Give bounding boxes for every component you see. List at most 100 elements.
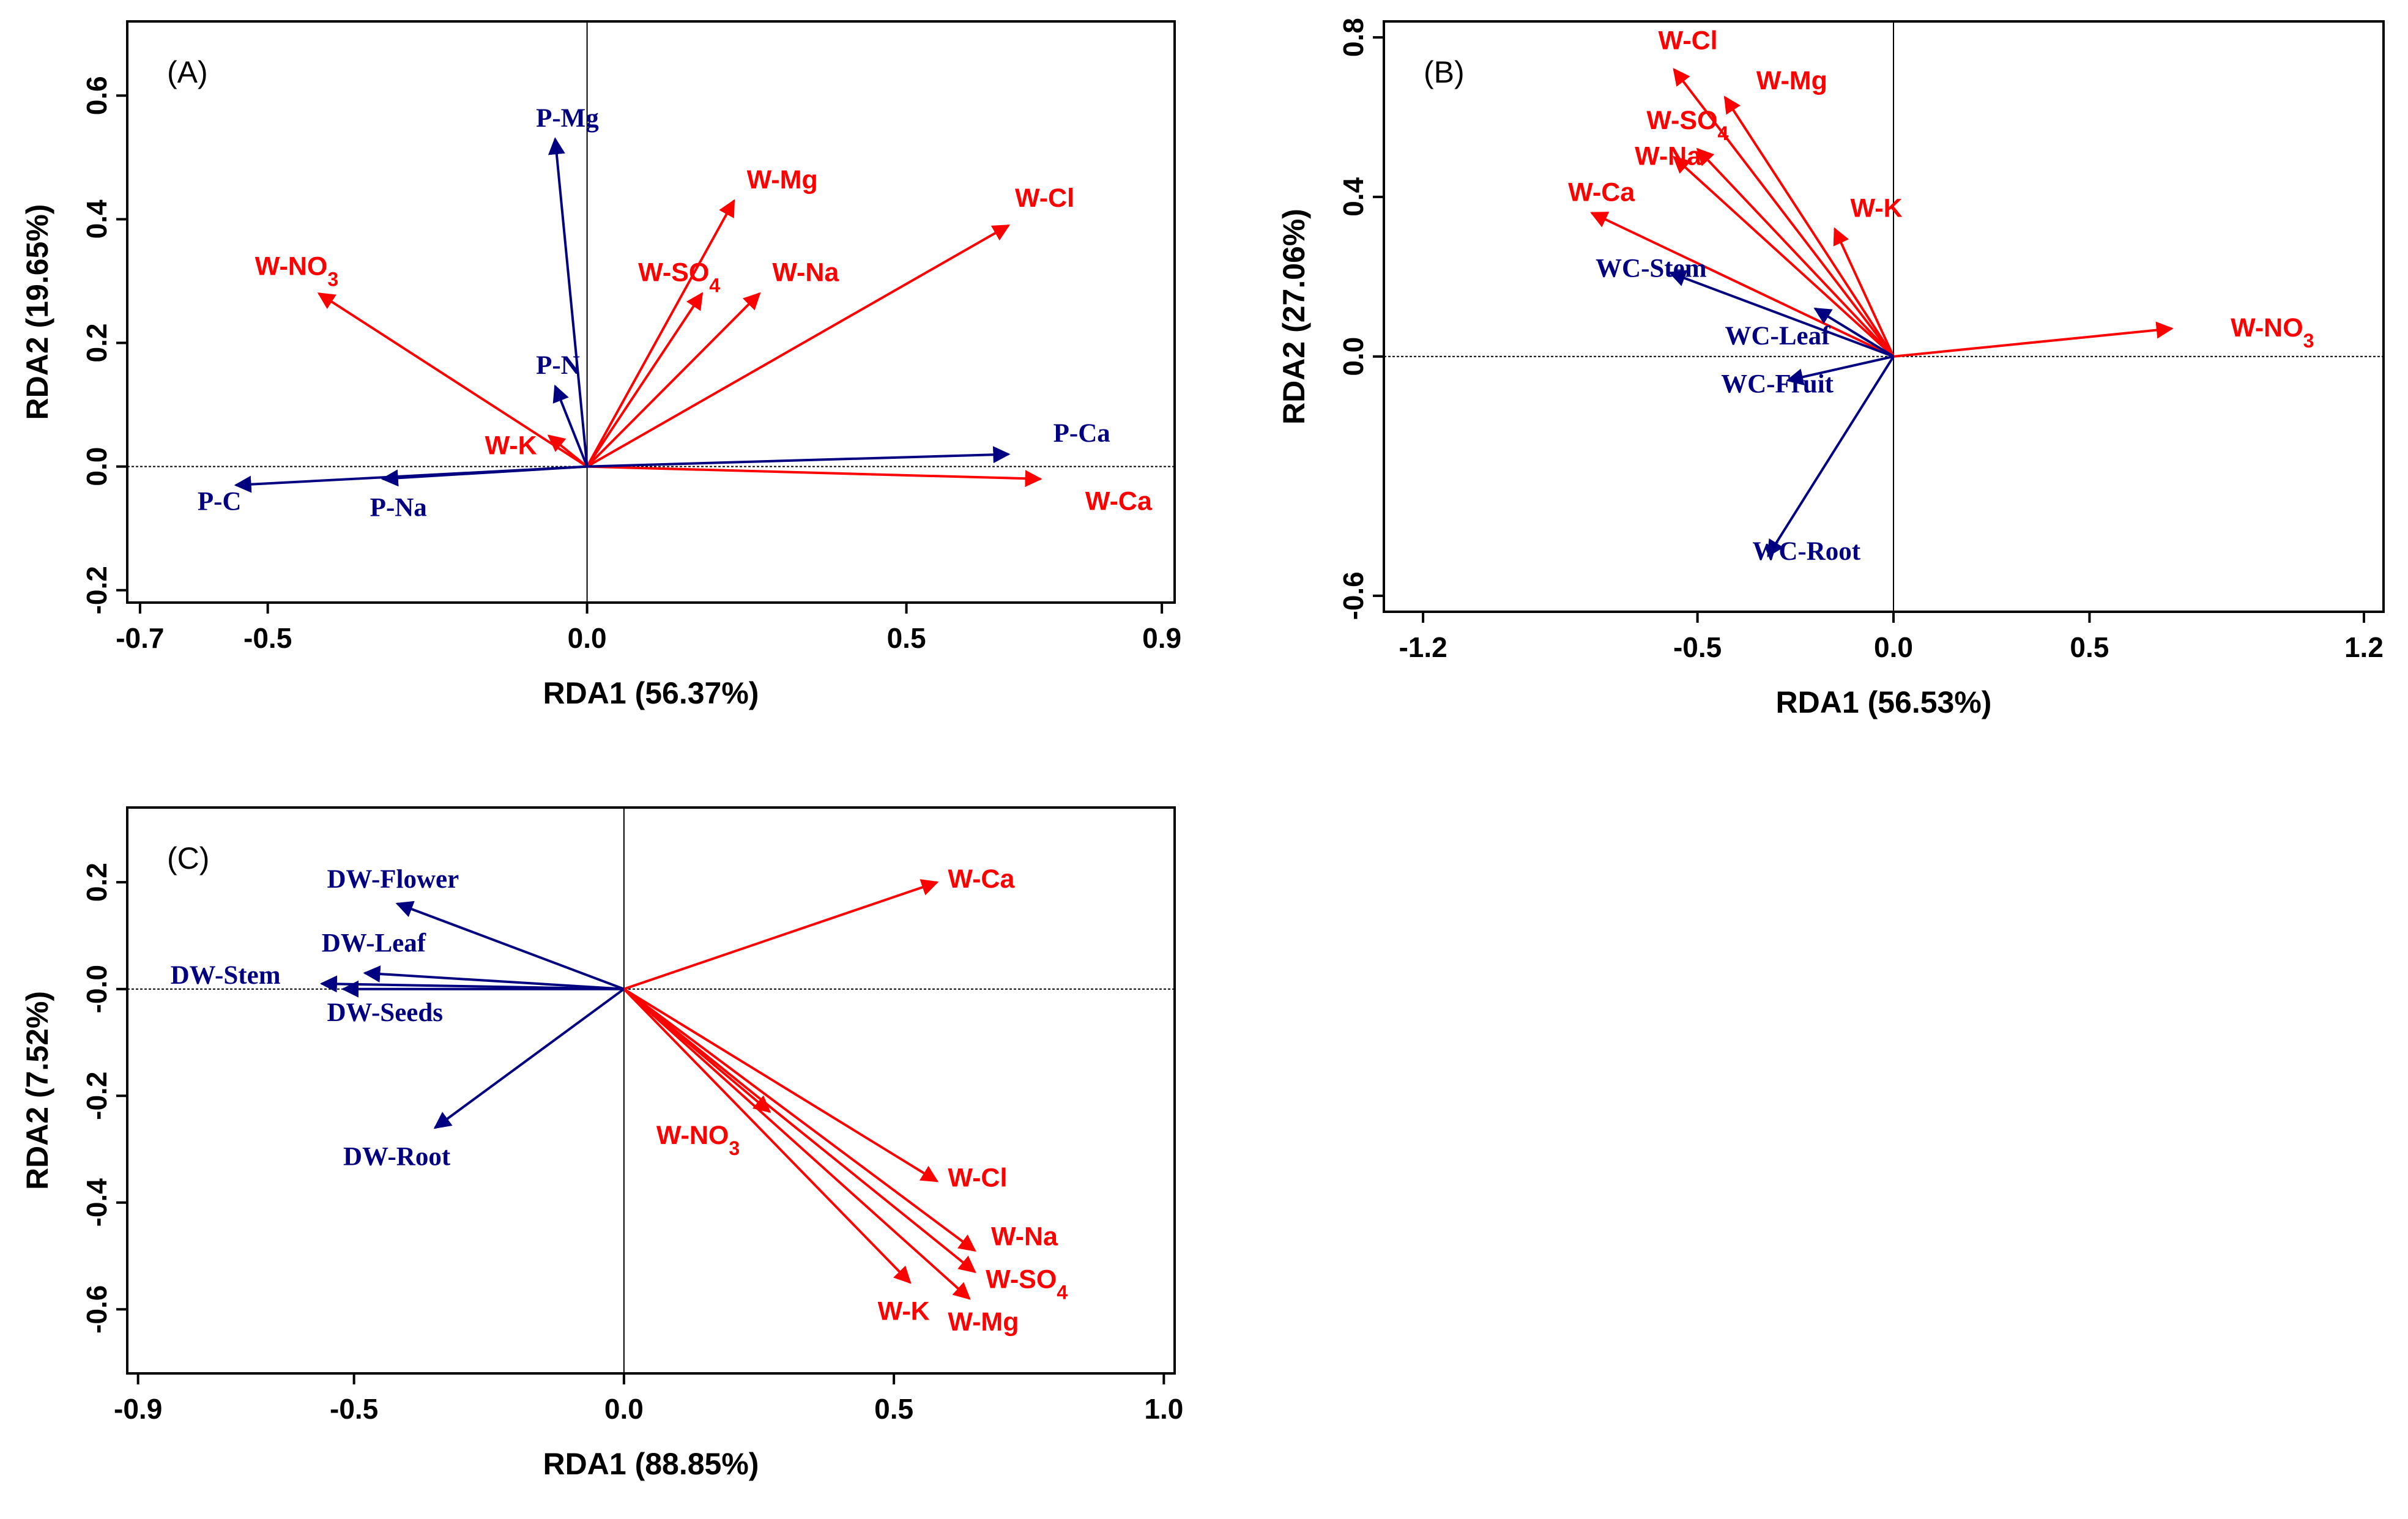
vector-label-p-c: P-C bbox=[198, 487, 242, 516]
vector-w-k bbox=[623, 988, 912, 1284]
x-tick-label: 0.5 bbox=[874, 1393, 913, 1425]
panel-a: -0.7 -0.5 0.0 0.5 0.9 -0.2 0.0 0.2 0.4 0.6 RDA1 (5… bbox=[20, 20, 1181, 710]
vector-label-p-n: P-N bbox=[536, 351, 580, 380]
x-tick-label: 0.0 bbox=[568, 622, 607, 654]
vector-label-w-mg: W-Mg bbox=[948, 1307, 1019, 1337]
vector-wc-leaf bbox=[1813, 307, 1895, 358]
y-tick-label: 0.4 bbox=[1337, 177, 1369, 217]
x-tick-label: 0.5 bbox=[887, 622, 926, 654]
x-tick-label: -0.7 bbox=[116, 622, 164, 654]
vector-w-cl bbox=[1673, 68, 1895, 357]
vector-label-w-so4: W-SO4 bbox=[986, 1265, 1068, 1303]
x-tick-label: -0.9 bbox=[114, 1393, 162, 1425]
y-tick-label: -0.2 bbox=[81, 1072, 113, 1120]
vector-p-n bbox=[552, 384, 589, 467]
vector-p-mg bbox=[548, 137, 589, 467]
y-tick-label: 0.8 bbox=[1337, 18, 1369, 57]
vector-label-dw-seeds: DW-Seeds bbox=[327, 998, 444, 1027]
vector-label-wc-root: WC-Root bbox=[1752, 537, 1860, 566]
vector-label-w-so4: W-SO4 bbox=[638, 258, 720, 296]
vector-w-so4 bbox=[585, 292, 704, 467]
vector-w-mg bbox=[585, 199, 735, 467]
vector-label-dw-flower: DW-Flower bbox=[327, 865, 459, 894]
vector-p-ca bbox=[587, 446, 1011, 468]
y-tick-label: -0.4 bbox=[81, 1178, 113, 1227]
vector-label-w-na: W-Na bbox=[991, 1222, 1058, 1252]
x-tick-label: 0.5 bbox=[2070, 631, 2109, 663]
vector-wc-stem bbox=[1668, 270, 1894, 358]
vector-wc-fruit bbox=[1786, 355, 1894, 385]
vector-label-p-mg: P-Mg bbox=[536, 104, 599, 133]
y-axis-title: RDA2 (19.65%) bbox=[20, 204, 54, 420]
plot-frame bbox=[126, 20, 1176, 604]
vector-w-na bbox=[623, 988, 976, 1252]
vector-w-na bbox=[586, 292, 761, 468]
x-axis-title: RDA1 (56.53%) bbox=[1776, 685, 1992, 719]
vector-w-no3 bbox=[317, 292, 588, 468]
x-tick-label: -1.2 bbox=[1399, 631, 1447, 663]
vector-label-w-mg: W-Mg bbox=[747, 165, 818, 195]
x-axis-title: RDA1 (56.37%) bbox=[543, 676, 759, 710]
vector-w-ca bbox=[1590, 212, 1894, 358]
y-tick-label: 0.2 bbox=[81, 863, 113, 902]
vector-wc-root bbox=[1767, 355, 1895, 558]
vector-w-k bbox=[547, 434, 588, 468]
vector-w-na bbox=[1673, 155, 1895, 358]
vector-label-wc-stem: WC-Stem bbox=[1596, 254, 1707, 283]
y-tick-label: -0.6 bbox=[1337, 571, 1369, 620]
x-tick-label: 1.0 bbox=[1144, 1393, 1183, 1425]
panel-label: (B) bbox=[1424, 55, 1465, 89]
vector-label-w-no3: W-NO3 bbox=[2231, 313, 2314, 352]
vector-label-wc-fruit: WC-Fruit bbox=[1721, 370, 1834, 398]
vector-label-w-k: W-K bbox=[485, 431, 537, 460]
x-tick-label: -0.5 bbox=[243, 622, 292, 654]
vector-dw-leaf bbox=[363, 965, 624, 990]
vector-w-cl bbox=[586, 224, 1011, 468]
vector-w-ca bbox=[623, 879, 939, 990]
plot-frame bbox=[1383, 20, 2385, 613]
x-tick-label: 0.9 bbox=[1142, 622, 1181, 654]
panel-b: -1.2 -0.5 0.0 0.5 1.2 -0.6 0.0 0.4 0.8 RDA1 (56.5… bbox=[1277, 18, 2385, 719]
plot-frame bbox=[126, 806, 1176, 1375]
x-tick-label: 0.0 bbox=[604, 1393, 644, 1425]
vector-label-w-cl: W-Cl bbox=[948, 1164, 1007, 1193]
vector-w-mg bbox=[1723, 95, 1895, 357]
y-tick-label: 0.0 bbox=[1337, 337, 1369, 376]
vector-label-w-no3: W-NO3 bbox=[656, 1121, 740, 1159]
y-tick-label: 0.0 bbox=[81, 447, 113, 486]
vector-label-wc-leaf: WC-Leaf bbox=[1725, 322, 1830, 351]
vector-label-w-mg: W-Mg bbox=[1756, 66, 1827, 95]
vector-label-dw-leaf: DW-Leaf bbox=[322, 929, 426, 958]
vector-dw-root bbox=[433, 988, 625, 1129]
vector-label-w-cl: W-Cl bbox=[1015, 184, 1074, 213]
vector-label-w-na: W-Na bbox=[1635, 142, 1702, 171]
y-tick-label: -0.0 bbox=[81, 965, 113, 1013]
vector-w-no3 bbox=[1893, 321, 2174, 358]
vector-label-w-cl: W-Cl bbox=[1659, 26, 1718, 56]
x-tick-label: -0.5 bbox=[330, 1393, 378, 1425]
vector-w-so4 bbox=[1696, 147, 1895, 358]
vector-label-w-no3: W-NO3 bbox=[255, 251, 338, 290]
vector-label-p-ca: P-Ca bbox=[1054, 419, 1110, 448]
vector-label-w-so4: W-SO4 bbox=[1646, 106, 1728, 144]
y-tick-label: -0.6 bbox=[81, 1285, 113, 1334]
vector-w-ca bbox=[587, 465, 1042, 488]
y-tick-label: 0.6 bbox=[81, 76, 113, 115]
x-tick-label: -0.5 bbox=[1673, 631, 1722, 663]
vector-label-w-ca: W-Ca bbox=[1568, 177, 1635, 207]
vector-w-k bbox=[1833, 227, 1895, 357]
vector-label-w-ca: W-Ca bbox=[948, 864, 1015, 894]
vector-label-w-k: W-K bbox=[878, 1297, 930, 1326]
vector-label-w-k: W-K bbox=[1851, 193, 1903, 223]
vector-w-so4 bbox=[623, 988, 976, 1273]
y-axis-title: RDA2 (27.06%) bbox=[1277, 209, 1311, 425]
panel-label: (A) bbox=[167, 55, 208, 89]
vector-label-w-ca: W-Ca bbox=[1085, 486, 1153, 516]
panel-label: (C) bbox=[167, 841, 209, 875]
x-tick-label: 0.0 bbox=[1874, 631, 1913, 663]
panel-c: -0.9 -0.5 0.0 0.5 1.0 -0.6 -0.4 -0.2 -0.0 0.2 RDA1… bbox=[20, 806, 1183, 1481]
vector-w-cl bbox=[623, 987, 939, 1183]
y-tick-label: -0.2 bbox=[81, 566, 113, 614]
vector-p-na bbox=[381, 465, 587, 487]
